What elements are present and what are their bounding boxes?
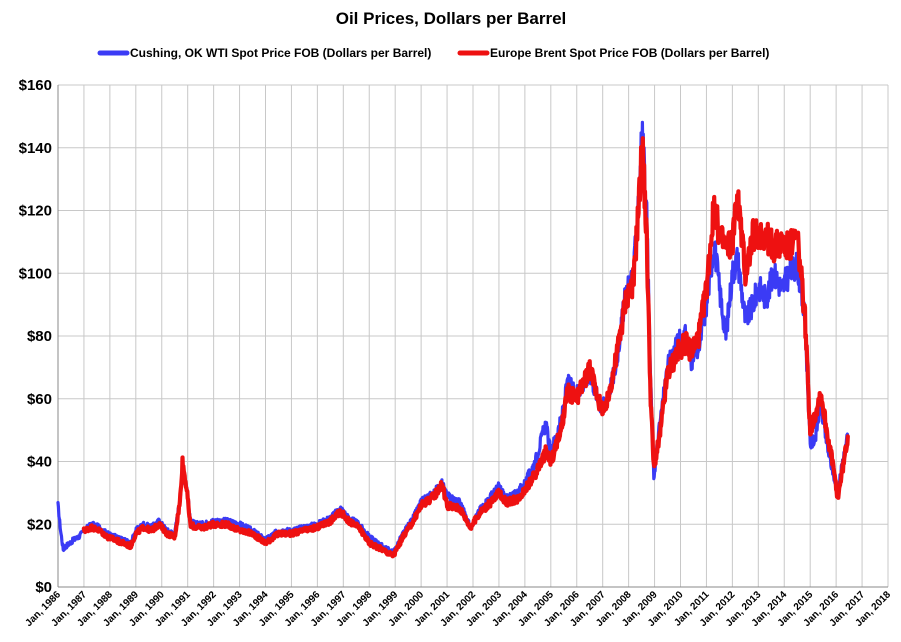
chart-legend: Cushing, OK WTI Spot Price FOB (Dollars … bbox=[97, 46, 769, 60]
y-tick-label: $40 bbox=[27, 454, 52, 471]
legend-label-wti: Cushing, OK WTI Spot Price FOB (Dollars … bbox=[130, 46, 431, 60]
y-tick-label: $60 bbox=[27, 391, 52, 408]
series-wti-line bbox=[56, 120, 850, 557]
y-axis-ticks: $0 $20 $40 $60 $80 $100 $120 $140 $160 bbox=[19, 77, 52, 596]
series-brent-line bbox=[81, 136, 850, 559]
y-tick-label: $120 bbox=[19, 203, 52, 220]
y-tick-label: $160 bbox=[19, 77, 52, 94]
legend-item-wti: Cushing, OK WTI Spot Price FOB (Dollars … bbox=[97, 46, 431, 60]
legend-label-brent: Europe Brent Spot Price FOB (Dollars per… bbox=[490, 46, 769, 60]
y-tick-label: $80 bbox=[27, 328, 52, 345]
gridlines bbox=[57, 84, 889, 588]
y-tick-label: $20 bbox=[27, 516, 52, 533]
y-tick-label: $0 bbox=[35, 579, 52, 596]
series-lines bbox=[56, 120, 850, 559]
y-tick-label: $140 bbox=[19, 140, 52, 157]
legend-item-brent: Europe Brent Spot Price FOB (Dollars per… bbox=[457, 46, 769, 60]
y-tick-label: $100 bbox=[19, 265, 52, 282]
chart-title: Oil Prices, Dollars per Barrel bbox=[336, 9, 567, 28]
